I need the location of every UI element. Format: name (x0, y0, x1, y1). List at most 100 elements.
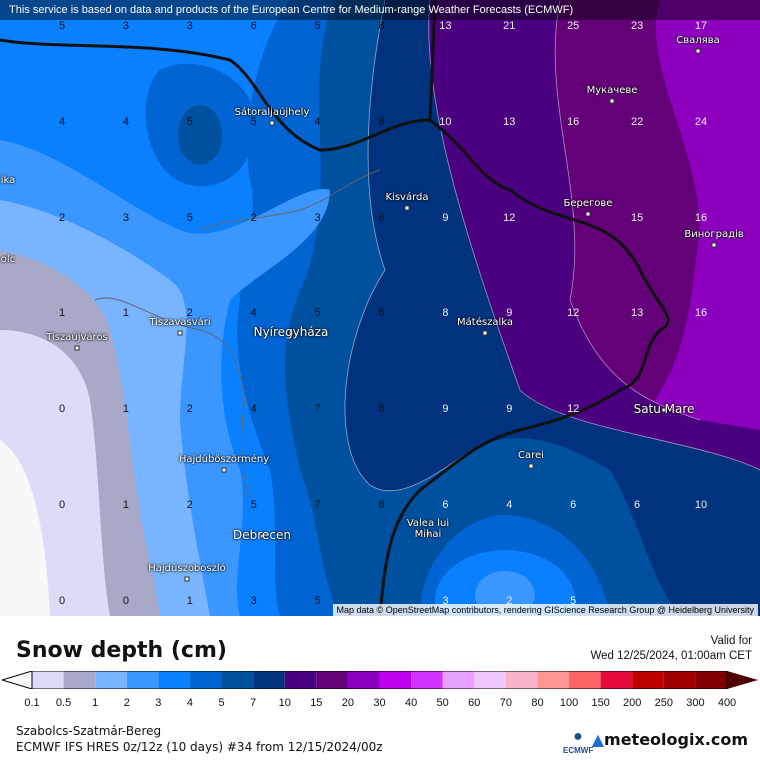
grid-value: 6 (378, 211, 385, 224)
scale-swatch (189, 671, 222, 689)
grid-value: 24 (694, 115, 708, 128)
grid-value: 1 (122, 499, 129, 511)
scale-label: 200 (623, 697, 642, 709)
city-label: Мукачеве (586, 85, 638, 96)
grid-value: 1 (58, 307, 66, 320)
grid-value: 2 (186, 499, 193, 511)
scale-label: 40 (404, 697, 418, 709)
grid-value: 13 (439, 20, 452, 32)
scale-high-arrow (727, 671, 758, 689)
grid-value: 5 (250, 499, 257, 511)
city-label: Виноградів (684, 229, 744, 240)
scale-label: 30 (373, 697, 386, 709)
city-marker (404, 205, 410, 211)
grid-value: 16 (694, 307, 708, 320)
scale-label: 4 (186, 697, 194, 709)
grid-value: 8 (378, 403, 385, 416)
scale-swatch (379, 671, 412, 689)
map-attribution: Map data © OpenStreetMap contributors, r… (332, 604, 758, 616)
city-label: Hajdúböszörmény (178, 454, 270, 465)
grid-value: 0 (58, 403, 66, 416)
ecmwf-notice-banner: This service is based on data and produc… (0, 0, 760, 20)
legend-title: Snow depth (cm) (16, 638, 227, 663)
city-label: Nyíregyháza (253, 325, 329, 339)
grid-value: 15 (630, 211, 644, 224)
valid-label: Valid for (710, 635, 752, 647)
city-marker (711, 242, 717, 248)
city-label: Mátészalka (457, 317, 513, 328)
grid-value: 8 (378, 115, 385, 128)
city-marker (425, 531, 431, 537)
grid-value: 23 (630, 20, 644, 32)
grid-value: 3 (250, 594, 257, 607)
scale-swatch (63, 671, 96, 689)
grid-value: 3 (122, 211, 129, 224)
scale-label: 250 (654, 697, 673, 709)
grid-value: 1 (122, 307, 129, 320)
city-marker (74, 345, 80, 351)
scale-label: 50 (436, 697, 449, 709)
grid-value: 4 (58, 115, 66, 128)
grid-value: 0 (58, 499, 66, 511)
city-marker (609, 98, 615, 104)
city-label: ika (0, 175, 16, 186)
scale-label: 7 (250, 697, 257, 709)
grid-value: 5 (314, 20, 321, 32)
scale-swatch (474, 671, 506, 689)
city-marker (221, 467, 227, 473)
grid-value: 5 (314, 594, 321, 607)
grid-value: 12 (567, 403, 580, 416)
scale-swatch (632, 671, 664, 689)
scale-label: 15 (310, 697, 323, 709)
city-marker (184, 576, 190, 582)
scale-swatch (32, 671, 64, 689)
grid-value: 9 (442, 403, 449, 416)
scale-label: 80 (531, 697, 544, 709)
scale-label: 400 (717, 697, 737, 709)
snow-depth-map[interactable]: This service is based on data and produc… (0, 0, 760, 616)
city-label: Tiszavasvári (149, 317, 211, 328)
grid-value: 4 (250, 403, 257, 416)
grid-value: 2 (186, 403, 193, 416)
grid-value: 8 (378, 20, 385, 32)
grid-value: 3 (442, 594, 449, 607)
grid-value: 2 (506, 594, 513, 607)
city-label: Sátoraljaújhely (234, 107, 310, 118)
scale-swatch (411, 671, 443, 689)
scale-swatch (126, 671, 159, 689)
ecmwf-logo: ● ECMWF (563, 728, 594, 755)
grid-value: 8 (442, 307, 449, 320)
scale-swatch (600, 671, 633, 689)
city-label: olc (0, 254, 16, 265)
contour-below-0.1 (0, 440, 50, 616)
grid-value: 9 (442, 211, 449, 224)
scale-label: 0.5 (55, 697, 72, 709)
grid-value: 5 (186, 115, 193, 128)
grid-value: 22 (630, 115, 644, 128)
country-border (0, 0, 670, 616)
city-marker (259, 533, 265, 539)
valid-time: Valid for Wed 12/25/2024, 01:00am CET (590, 634, 752, 664)
grid-value: 4 (250, 307, 257, 320)
grid-value: 2 (58, 211, 66, 224)
meteologix-logo[interactable]: ▲meteologix.com (591, 730, 748, 749)
city-marker (269, 120, 275, 126)
scale-label: 5 (218, 697, 225, 709)
valid-datetime: Wed 12/25/2024, 01:00am CET (590, 650, 752, 662)
grid-value: 3 (122, 20, 129, 32)
grid-value: 9 (506, 403, 513, 416)
contour-5-island (178, 105, 222, 165)
grid-value: 6 (634, 499, 641, 511)
grid-value: 10 (694, 499, 708, 511)
city-label: Kisvárda (385, 192, 429, 203)
scale-label: 60 (468, 697, 481, 709)
grid-value: 4 (506, 499, 513, 511)
city-marker (585, 211, 591, 217)
scale-label: 10 (278, 697, 291, 709)
grid-value: 5 (250, 115, 257, 128)
city-marker (288, 330, 294, 336)
grid-value: 8 (378, 499, 385, 511)
grid-value: 17 (694, 20, 708, 32)
scale-label: 20 (341, 697, 355, 709)
region-name: Szabolcs-Szatmár-Bereg (16, 724, 162, 738)
